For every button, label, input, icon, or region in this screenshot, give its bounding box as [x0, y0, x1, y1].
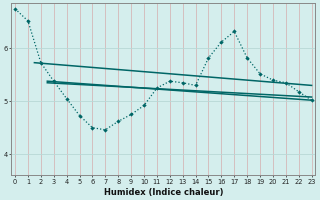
X-axis label: Humidex (Indice chaleur): Humidex (Indice chaleur): [104, 188, 223, 197]
